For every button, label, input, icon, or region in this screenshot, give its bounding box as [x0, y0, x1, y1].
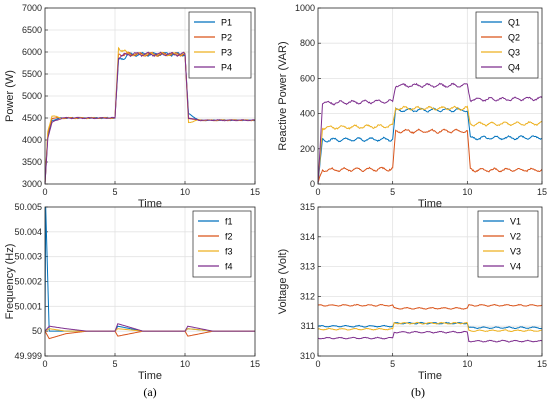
y-tick-label: 50.003	[14, 252, 42, 262]
x-tick-label: 15	[250, 187, 260, 197]
series-line-V3	[318, 321, 542, 332]
x-tick-label: 5	[390, 187, 395, 197]
y-axis-label: Power (W)	[4, 70, 16, 122]
x-axis-label: Time	[418, 370, 442, 382]
y-tick-label: 49.999	[14, 351, 42, 361]
y-tick-label: 50.004	[14, 227, 42, 237]
legend-label: P3	[221, 48, 232, 58]
legend-label: P2	[221, 33, 232, 43]
x-tick-label: 5	[112, 359, 117, 369]
series-line-V2	[318, 303, 542, 310]
y-tick-label: 310	[300, 351, 315, 361]
y-tick-label: 7000	[22, 3, 42, 13]
y-tick-label: 5000	[22, 91, 42, 101]
y-tick-label: 50.001	[14, 301, 42, 311]
y-tick-label: 800	[300, 38, 315, 48]
legend-label: V3	[510, 247, 521, 257]
x-tick-label: 5	[390, 359, 395, 369]
y-tick-label: 0	[310, 179, 315, 189]
x-axis-label: Time	[138, 370, 162, 382]
y-tick-label: 400	[300, 109, 315, 119]
y-tick-label: 5500	[22, 69, 42, 79]
legend-label: Q2	[508, 33, 520, 43]
y-tick-label: 600	[300, 73, 315, 83]
chart-panel-1: 3000 3500 4000 4500 5000 5500 6000 6500 7000 0 5 10…	[4, 3, 260, 210]
panel-caption: (a)	[143, 385, 156, 399]
legend-label: f1	[225, 217, 233, 227]
legend: Q1 Q2 Q3 Q4	[475, 11, 539, 79]
chart-panel-4: 310 311 312 313 314 315 0 5 10 15 Time Voltage (Vol…	[277, 202, 547, 382]
y-tick-label: 200	[300, 144, 315, 154]
y-axis-label: Reactive Power (VAR)	[277, 41, 289, 150]
x-tick-label: 0	[42, 359, 47, 369]
x-tick-label: 10	[462, 359, 472, 369]
x-tick-label: 0	[315, 359, 320, 369]
y-tick-label: 1000	[295, 3, 315, 13]
legend-label: P4	[221, 63, 232, 73]
x-tick-label: 10	[462, 187, 472, 197]
y-tick-label: 6000	[22, 47, 42, 57]
y-tick-label: 6500	[22, 25, 42, 35]
legend: f1 f2 f3 f4	[192, 210, 252, 278]
y-tick-label: 312	[300, 291, 315, 301]
legend: V1 V2 V3 V4	[477, 210, 539, 278]
x-tick-label: 0	[315, 187, 320, 197]
legend-box	[192, 210, 252, 278]
legend-label: V1	[510, 217, 521, 227]
legend-label: f2	[225, 232, 233, 242]
panel-caption: (b)	[411, 385, 425, 399]
y-tick-label: 50.005	[14, 202, 42, 212]
series-line-Q3	[318, 105, 542, 184]
y-tick-label: 4500	[22, 113, 42, 123]
legend: P1 P2 P3 P4	[188, 11, 252, 79]
y-tick-label: 315	[300, 202, 315, 212]
series-line-V4	[318, 330, 542, 343]
chart-panel-2: 49.999 50 50.001 50.002 50.003 50.004 50.005 0 5…	[4, 202, 260, 382]
legend-label: V2	[510, 232, 521, 242]
x-tick-label: 5	[112, 187, 117, 197]
y-tick-label: 311	[301, 321, 315, 331]
y-tick-label: 313	[300, 262, 315, 272]
legend-label: Q3	[508, 48, 520, 58]
axes-frame	[317, 206, 543, 357]
legend-label: P1	[221, 18, 232, 28]
legend-label: Q1	[508, 18, 520, 28]
x-tick-label: 15	[537, 187, 547, 197]
legend-label: f4	[225, 262, 233, 272]
y-axis-label: Voltage (Volt)	[277, 249, 289, 314]
axes-frame	[317, 7, 543, 185]
series-line-P4	[45, 51, 255, 184]
legend-label: f3	[225, 247, 233, 257]
y-axis-label: Frequency (Hz)	[4, 244, 16, 320]
y-tick-label: 314	[300, 232, 315, 242]
y-tick-label: 3000	[22, 179, 42, 189]
legend-label: V4	[510, 262, 521, 272]
x-tick-label: 15	[250, 359, 260, 369]
legend-label: Q4	[508, 63, 520, 73]
x-tick-label: 0	[42, 187, 47, 197]
series-line-f4	[45, 323, 255, 332]
x-tick-label: 10	[180, 359, 190, 369]
series-line-Q1	[318, 107, 542, 184]
x-tick-label: 10	[180, 187, 190, 197]
y-tick-label: 50.002	[14, 277, 42, 287]
y-tick-label: 4000	[22, 135, 42, 145]
series-line-Q2	[318, 128, 542, 183]
axes-frame	[44, 206, 256, 357]
y-tick-label: 3500	[22, 157, 42, 167]
y-tick-label: 50	[32, 326, 42, 336]
x-tick-label: 15	[537, 359, 547, 369]
axes-frame	[44, 7, 256, 185]
series-line-Q4	[318, 82, 542, 184]
